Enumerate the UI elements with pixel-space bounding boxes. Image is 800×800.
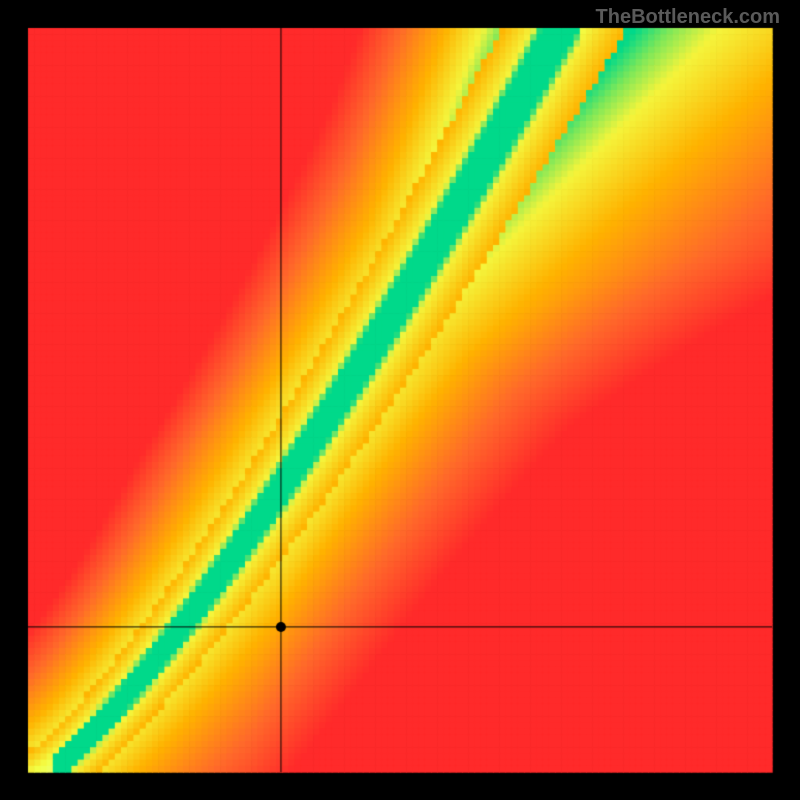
watermark-text: TheBottleneck.com: [596, 6, 780, 29]
chart-container: TheBottleneck.com: [0, 0, 800, 800]
bottleneck-heatmap-canvas: [0, 0, 800, 800]
